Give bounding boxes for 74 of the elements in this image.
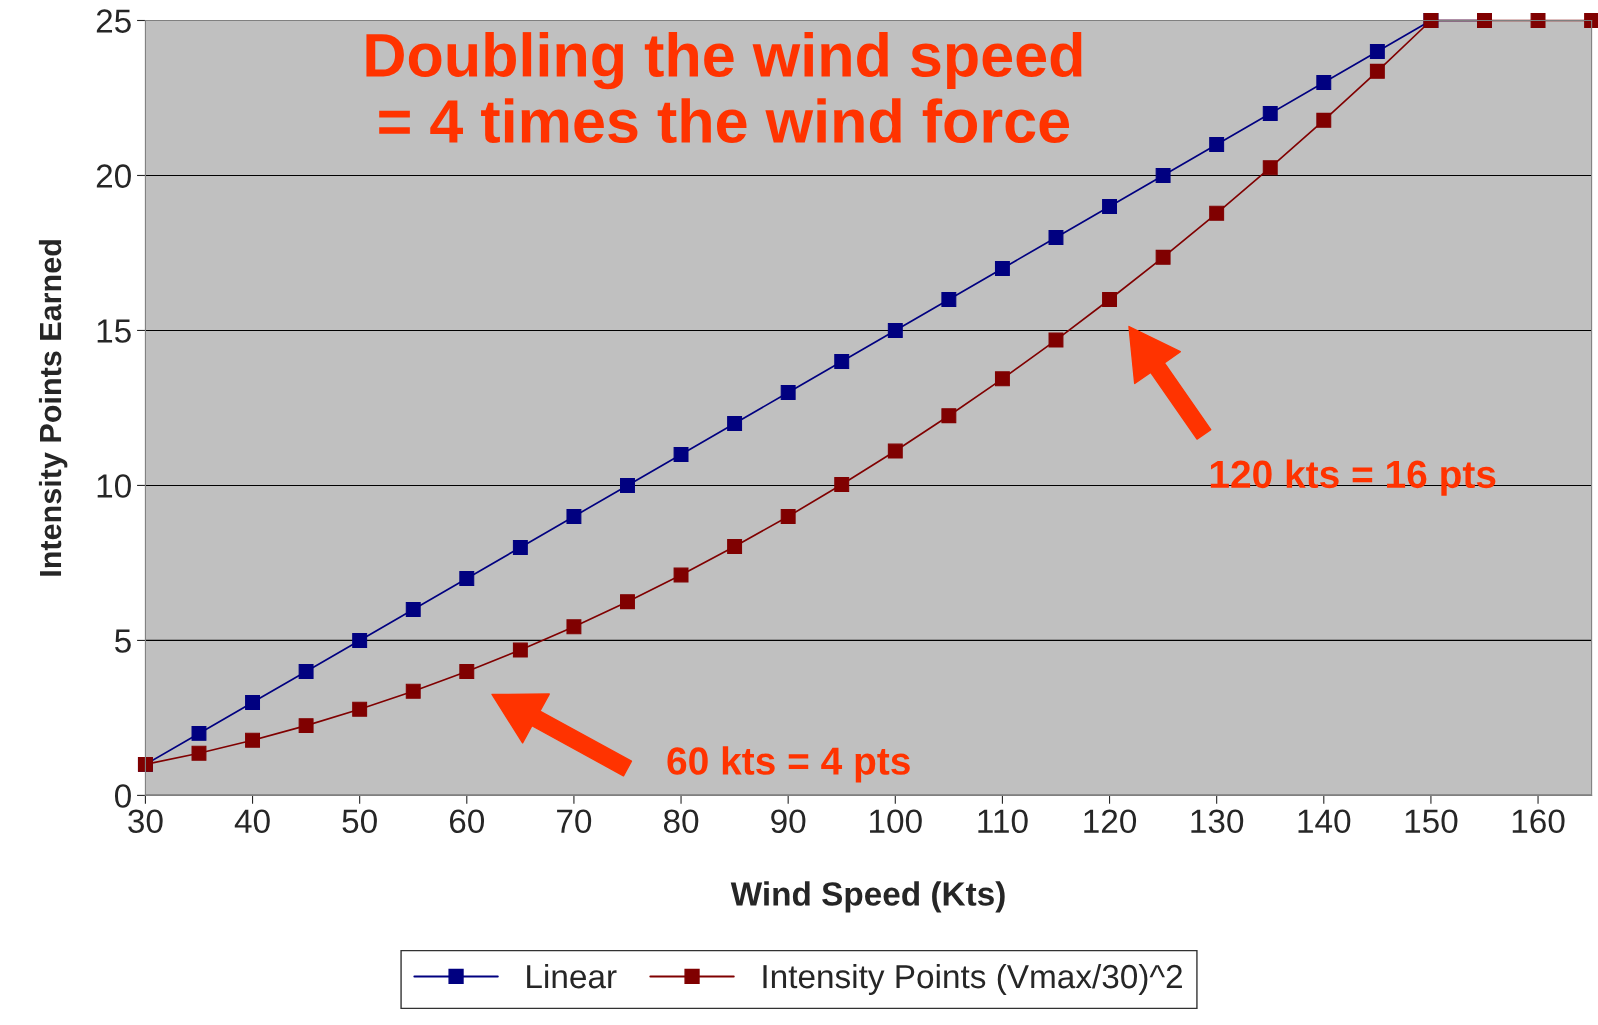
x-tick-label: 100 bbox=[870, 809, 922, 834]
y-tick-label: 5 bbox=[115, 629, 131, 653]
point bbox=[887, 443, 903, 459]
point bbox=[673, 567, 689, 583]
point bbox=[352, 701, 368, 717]
legend-label: Intensity Points (Vmax/30)^2 bbox=[763, 963, 1182, 995]
point bbox=[1530, 13, 1546, 28]
point bbox=[1102, 292, 1118, 307]
point bbox=[780, 384, 796, 400]
point bbox=[1584, 13, 1598, 28]
point bbox=[620, 594, 635, 610]
x-axis-title: Wind Speed (Kts) bbox=[730, 881, 1005, 913]
point bbox=[245, 694, 261, 710]
point bbox=[1209, 137, 1225, 152]
point bbox=[1262, 160, 1278, 176]
point bbox=[191, 745, 207, 761]
x-tick-label: 160 bbox=[1512, 809, 1565, 834]
x-tick-label: 80 bbox=[663, 809, 699, 834]
point bbox=[673, 446, 689, 462]
point bbox=[780, 508, 796, 524]
point bbox=[941, 408, 957, 424]
point bbox=[1155, 168, 1171, 183]
x-tick-label: 90 bbox=[771, 809, 806, 834]
point bbox=[1369, 63, 1385, 79]
point bbox=[994, 371, 1010, 387]
annotation: 60 kts = 4 pts bbox=[667, 746, 910, 783]
point bbox=[1369, 44, 1385, 59]
point bbox=[1048, 230, 1064, 245]
point bbox=[298, 663, 314, 679]
y-tick-label: 15 bbox=[97, 319, 131, 343]
point bbox=[994, 261, 1010, 276]
y-tick-label: 10 bbox=[97, 474, 131, 498]
x-tick-label: 70 bbox=[557, 809, 592, 834]
point bbox=[191, 725, 207, 741]
point bbox=[1102, 199, 1118, 214]
point bbox=[1209, 205, 1225, 221]
x-tick-label: 60 bbox=[449, 809, 485, 834]
point bbox=[352, 632, 368, 648]
point bbox=[298, 718, 314, 734]
x-tick-label: 50 bbox=[342, 809, 377, 834]
x-tick-label: 110 bbox=[978, 809, 1028, 834]
point bbox=[727, 539, 743, 554]
point bbox=[834, 353, 850, 369]
point bbox=[620, 477, 635, 493]
text: Doubling the wind speed = 4 times the wind force bbox=[366, 32, 1082, 144]
point bbox=[405, 601, 421, 617]
point bbox=[887, 323, 903, 338]
point bbox=[459, 663, 475, 679]
y-tick-label: 20 bbox=[96, 164, 131, 188]
point bbox=[512, 539, 528, 555]
y-axis-title: Intensity Points Earned bbox=[38, 240, 68, 576]
point bbox=[834, 477, 850, 492]
y-tick-label: 0 bbox=[114, 784, 131, 808]
point bbox=[941, 292, 957, 307]
point bbox=[405, 683, 421, 699]
point bbox=[245, 732, 261, 748]
legend-label: Linear bbox=[527, 963, 617, 989]
point bbox=[1316, 75, 1332, 90]
point bbox=[566, 508, 582, 524]
y-tick-label: 25 bbox=[96, 9, 131, 33]
point bbox=[1262, 106, 1278, 121]
x-tick-label: 30 bbox=[128, 809, 163, 834]
point bbox=[727, 415, 743, 431]
x-tick-label: 120 bbox=[1084, 809, 1137, 834]
point bbox=[1155, 249, 1171, 265]
x-tick-label: 130 bbox=[1191, 809, 1244, 834]
point bbox=[1316, 112, 1332, 128]
point bbox=[566, 619, 582, 635]
point bbox=[512, 642, 528, 658]
point bbox=[459, 570, 475, 586]
x-tick-label: 40 bbox=[234, 809, 270, 834]
point bbox=[1048, 332, 1064, 348]
x-tick-label: 150 bbox=[1405, 809, 1458, 834]
x-tick-label: 140 bbox=[1298, 809, 1351, 834]
